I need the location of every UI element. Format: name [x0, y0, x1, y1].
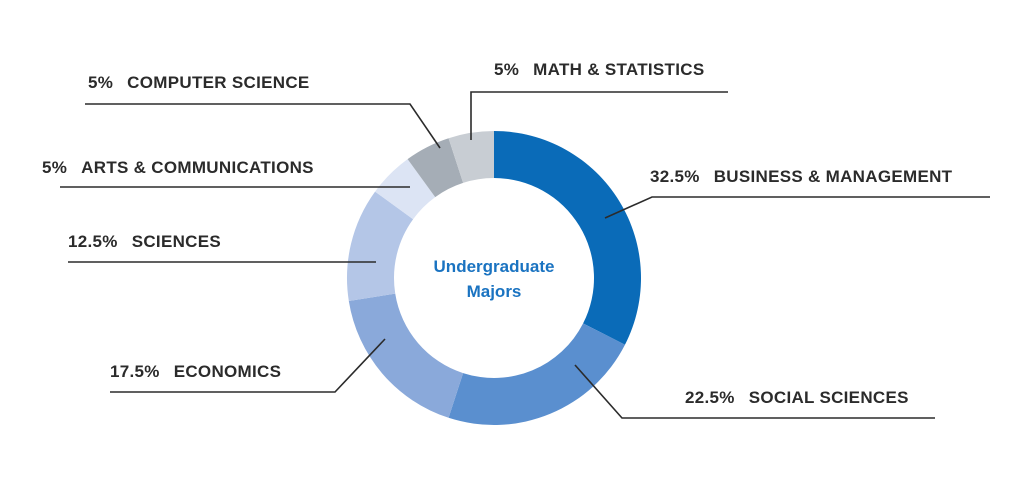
center-label-line-1: Undergraduate: [434, 257, 555, 276]
leader-lines: [60, 91, 990, 419]
leader-line: [110, 338, 386, 393]
slice-label: 5% COMPUTER SCIENCE: [88, 73, 310, 92]
slice-computer-science: [407, 138, 464, 198]
slice-percent: 5%: [494, 60, 519, 79]
donut-slices: [347, 131, 641, 425]
slice-category: COMPUTER SCIENCE: [127, 73, 309, 92]
slice-economics: [348, 293, 464, 418]
slice-category: SCIENCES: [132, 232, 221, 251]
slice-arts-communications: [375, 159, 436, 220]
leader-line: [604, 196, 990, 219]
slice-sciences: [347, 191, 414, 301]
slice-business-management: [494, 131, 641, 345]
center-label-line-2: Majors: [467, 282, 522, 301]
slice-percent: 12.5%: [68, 232, 118, 251]
slice-label: 5% MATH & STATISTICS: [494, 60, 704, 79]
slice-label: 17.5% ECONOMICS: [110, 362, 281, 381]
slice-percent: 5%: [42, 158, 67, 177]
slice-percent: 22.5%: [685, 388, 735, 407]
slice-math-statistics: [448, 131, 494, 183]
slice-category: ECONOMICS: [174, 362, 282, 381]
slice-label: 32.5% BUSINESS & MANAGEMENT: [650, 167, 953, 186]
leader-line: [470, 91, 728, 140]
slice-label: 22.5% SOCIAL SCIENCES: [685, 388, 909, 407]
slice-percent: 5%: [88, 73, 113, 92]
slice-label: 12.5% SCIENCES: [68, 232, 221, 251]
slice-social-sciences: [448, 323, 625, 425]
slice-category: SOCIAL SCIENCES: [749, 388, 909, 407]
slice-label: 5% ARTS & COMMUNICATIONS: [42, 158, 314, 177]
slice-category: BUSINESS & MANAGEMENT: [714, 167, 953, 186]
slice-percent: 17.5%: [110, 362, 160, 381]
leader-line: [574, 364, 935, 419]
leader-line: [85, 103, 441, 149]
slice-category: ARTS & COMMUNICATIONS: [81, 158, 314, 177]
slice-percent: 32.5%: [650, 167, 700, 186]
slice-category: MATH & STATISTICS: [533, 60, 704, 79]
slice-labels: 32.5% BUSINESS & MANAGEMENT 22.5% SOCIAL SC…: [42, 60, 953, 407]
